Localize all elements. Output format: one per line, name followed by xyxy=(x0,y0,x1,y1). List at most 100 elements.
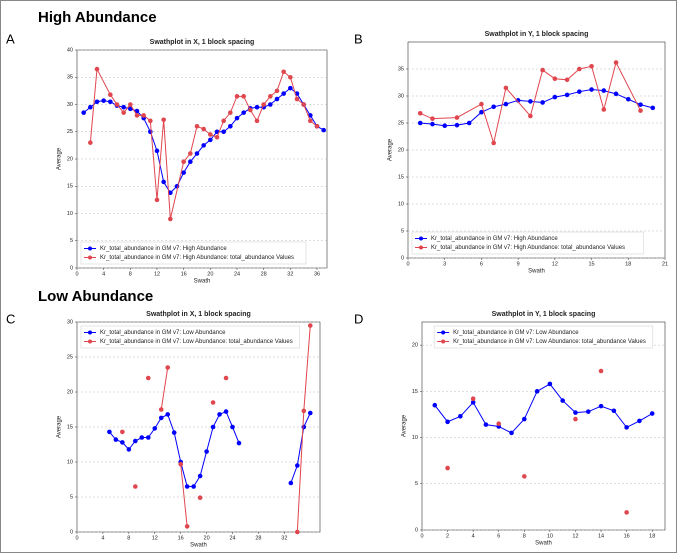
x-tick-label: 32 xyxy=(281,535,287,541)
data-point xyxy=(288,85,293,91)
legend-label: Kr_total_abundance in GM v7: Low Abundan… xyxy=(100,339,293,345)
legend-marker xyxy=(441,339,446,344)
data-point xyxy=(178,461,183,467)
x-tick-label: 16 xyxy=(181,271,187,277)
data-point xyxy=(314,124,320,129)
data-point xyxy=(241,94,246,99)
x-tick-label: 28 xyxy=(255,535,261,541)
data-point xyxy=(248,107,253,113)
data-point xyxy=(197,473,203,479)
data-point xyxy=(154,197,160,203)
y-tick-label: 10 xyxy=(412,435,418,441)
data-point xyxy=(479,101,484,107)
y-tick-label: 20 xyxy=(398,147,404,153)
y-tick-label: 5 xyxy=(415,481,418,487)
data-point xyxy=(560,398,565,403)
x-tick-label: 20 xyxy=(204,535,210,541)
section-heading: High Abundance xyxy=(38,9,157,26)
data-point xyxy=(491,140,496,146)
data-point xyxy=(94,66,100,72)
data-point xyxy=(308,118,313,124)
data-point xyxy=(204,449,209,454)
y-tick-label: 20 xyxy=(412,343,418,349)
data-point xyxy=(161,117,166,123)
data-point xyxy=(540,100,545,105)
legend-label: Kr_total_abundance in GM v7: High Abunda… xyxy=(431,236,558,242)
data-point xyxy=(295,529,300,535)
data-point xyxy=(503,101,509,107)
x-axis-title: Swath xyxy=(535,541,552,547)
data-point xyxy=(181,170,186,175)
data-point xyxy=(598,403,604,409)
data-point xyxy=(585,409,591,414)
data-point xyxy=(503,85,509,91)
x-tick-label: 28 xyxy=(261,271,267,277)
x-tick-label: 15 xyxy=(589,261,595,267)
data-point xyxy=(611,408,617,414)
y-axis-title: Average xyxy=(57,415,63,438)
data-point xyxy=(113,437,119,442)
data-point xyxy=(154,148,160,154)
x-axis-title: Swath xyxy=(528,269,545,275)
data-point xyxy=(133,484,138,489)
data-point xyxy=(601,107,607,112)
data-point xyxy=(121,110,126,115)
data-point xyxy=(613,60,619,65)
data-point xyxy=(107,429,112,435)
data-point xyxy=(650,105,656,111)
data-point xyxy=(134,113,140,118)
data-point xyxy=(432,402,438,408)
panel-label: A xyxy=(6,31,15,46)
data-point xyxy=(217,412,222,417)
data-point xyxy=(254,118,260,124)
data-point xyxy=(158,407,164,412)
y-axis-title: Average xyxy=(402,414,408,437)
data-point xyxy=(308,113,313,118)
data-point xyxy=(158,415,164,421)
data-point xyxy=(114,102,120,107)
y-tick-label: 25 xyxy=(67,354,73,360)
data-point xyxy=(228,110,233,115)
x-axis-title: Swath xyxy=(194,279,211,285)
data-point xyxy=(281,69,286,75)
panel-label: B xyxy=(354,31,363,46)
x-tick-label: 6 xyxy=(497,533,500,539)
data-point xyxy=(181,159,186,165)
legend-marker xyxy=(419,245,423,250)
data-point xyxy=(417,120,423,126)
data-point xyxy=(483,422,489,427)
legend-label: Kr_total_abundance in GM v7: Low Abundan… xyxy=(100,330,226,336)
x-tick-label: 18 xyxy=(625,261,631,267)
data-point xyxy=(210,400,216,405)
x-tick-label: 12 xyxy=(552,261,558,267)
data-point xyxy=(81,110,86,115)
legend-marker xyxy=(88,246,92,251)
data-point xyxy=(321,127,326,133)
x-tick-label: 0 xyxy=(75,535,78,541)
data-point xyxy=(120,429,125,435)
data-point xyxy=(445,419,450,425)
data-point xyxy=(236,440,242,446)
data-point xyxy=(430,121,435,127)
y-tick-label: 10 xyxy=(67,459,73,465)
data-point xyxy=(274,96,280,102)
x-tick-label: 24 xyxy=(234,271,240,277)
x-tick-label: 16 xyxy=(178,535,184,541)
x-tick-label: 32 xyxy=(287,271,293,277)
x-tick-label: 12 xyxy=(154,271,160,277)
legend-marker xyxy=(88,330,92,335)
data-point xyxy=(94,99,100,105)
data-point xyxy=(121,104,126,110)
x-tick-label: 10 xyxy=(547,533,553,539)
data-point xyxy=(188,159,193,165)
data-point xyxy=(547,381,553,387)
data-point xyxy=(307,410,313,416)
data-point xyxy=(294,96,300,102)
x-tick-label: 8 xyxy=(129,271,132,277)
data-point xyxy=(208,137,213,143)
data-point xyxy=(126,447,132,452)
data-point xyxy=(208,132,213,137)
data-point xyxy=(638,102,643,107)
data-point xyxy=(108,99,113,105)
